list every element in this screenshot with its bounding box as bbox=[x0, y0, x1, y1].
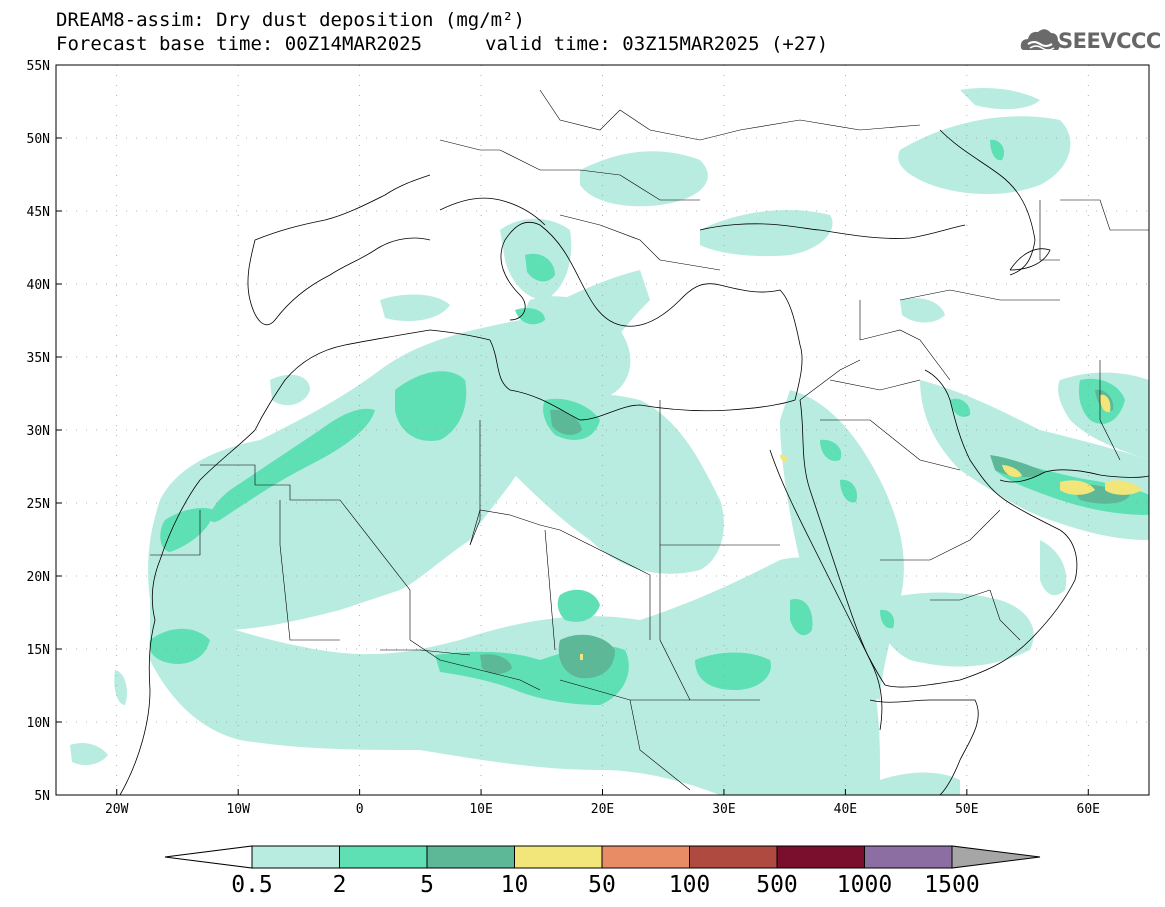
lon-label: 20E bbox=[591, 802, 614, 817]
lon-label: 0 bbox=[356, 802, 364, 817]
colorbar-over-arrow bbox=[951, 845, 1041, 869]
colorbar-under-arrow bbox=[164, 845, 253, 869]
lon-label: 10W bbox=[226, 802, 250, 817]
lat-label: 45N bbox=[27, 205, 50, 220]
longitude-labels: 20W 10W 0 10E 20E 30E 40E 50E 60E bbox=[105, 789, 1100, 817]
colorbar-swatch bbox=[426, 845, 515, 869]
colorbar-label: 2 bbox=[333, 872, 347, 898]
latitude-labels: 55N 50N 45N 40N 35N 30N 25N 20N 15N 10N 5N bbox=[27, 59, 62, 804]
lon-label: 10E bbox=[469, 802, 492, 817]
colorbar-swatch bbox=[776, 845, 865, 869]
lat-label: 20N bbox=[27, 570, 50, 585]
colorbar-swatch bbox=[514, 845, 603, 869]
colorbar-label: 500 bbox=[756, 872, 798, 898]
colorbar-label: 1000 bbox=[837, 872, 892, 898]
colorbar-label: 100 bbox=[669, 872, 711, 898]
valid-time: valid time: 03Z15MAR2025 (+27) bbox=[485, 33, 829, 55]
forecast-base-time: Forecast base time: 00Z14MAR2025 bbox=[56, 33, 423, 55]
lat-label: 15N bbox=[27, 643, 50, 658]
dust-level-4 bbox=[580, 394, 1142, 660]
coastlines bbox=[56, 129, 1149, 795]
lat-label: 30N bbox=[27, 424, 50, 439]
lon-label: 20W bbox=[105, 802, 129, 817]
colorbar-swatch bbox=[601, 845, 690, 869]
colorbar-label: 50 bbox=[588, 872, 616, 898]
lat-label: 40N bbox=[27, 278, 50, 293]
lat-label: 25N bbox=[27, 497, 50, 512]
colorbar-swatch bbox=[251, 845, 340, 869]
colorbar: 0.5 2 5 10 50 100 500 1000 1500 bbox=[164, 845, 1041, 898]
dust-deposition-field bbox=[70, 88, 1149, 795]
colorbar-swatch bbox=[339, 845, 428, 869]
country-borders bbox=[150, 89, 1149, 791]
colorbar-label: 0.5 bbox=[231, 872, 273, 898]
lon-label: 40E bbox=[834, 802, 857, 817]
lat-label: 35N bbox=[27, 351, 50, 366]
colorbar-label: 10 bbox=[501, 872, 529, 898]
colorbar-label: 5 bbox=[420, 872, 434, 898]
lon-label: 50E bbox=[955, 802, 978, 817]
cloud-logo-icon bbox=[1020, 29, 1060, 51]
lon-label: 30E bbox=[712, 802, 735, 817]
map-title: DREAM8-assim: Dry dust deposition (mg/m²… bbox=[56, 9, 525, 31]
lat-label: 50N bbox=[27, 132, 50, 147]
lon-label: 60E bbox=[1077, 802, 1100, 817]
lat-label: 5N bbox=[34, 789, 50, 804]
colorbar-swatch bbox=[864, 845, 953, 869]
colorbar-swatch bbox=[689, 845, 778, 869]
logo-text: SEEVCCC bbox=[1058, 29, 1161, 53]
lat-label: 55N bbox=[27, 59, 50, 74]
colorbar-label: 1500 bbox=[924, 872, 979, 898]
graticule-grid bbox=[56, 65, 1149, 795]
lat-label: 10N bbox=[27, 716, 50, 731]
